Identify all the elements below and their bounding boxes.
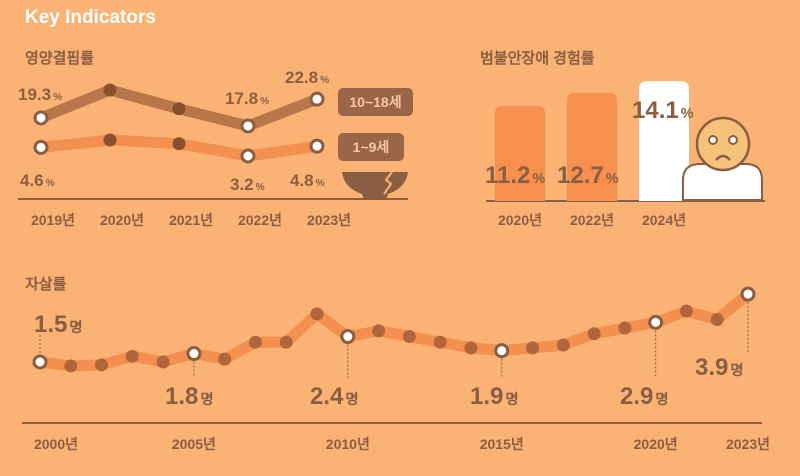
x-tick-label: 2021년 [169, 212, 213, 228]
data-point-labeled [648, 314, 664, 330]
data-point [587, 327, 601, 341]
series-line [39, 289, 752, 372]
data-point-labeled [186, 346, 202, 362]
malnutrition-chart-title: 영양결핍률 [25, 50, 95, 67]
value-label: 2.4 명 [310, 383, 359, 410]
data-point [556, 338, 570, 352]
value-label: 22.8% [285, 68, 329, 87]
x-tick-label: 2000년 [34, 436, 78, 452]
value-label: 1.8 명 [165, 383, 214, 410]
x-tick-label: 2024년 [642, 212, 686, 228]
sad-person-icon [682, 116, 763, 201]
bar [639, 81, 689, 201]
data-point-labeled [33, 139, 49, 155]
value-label: 19.3% [18, 85, 62, 104]
x-tick-label: 2019년 [31, 212, 75, 228]
data-point [172, 102, 186, 116]
value-label: 2.9 명 [620, 383, 669, 410]
data-point-labeled [340, 329, 356, 345]
data-point-labeled [309, 91, 325, 107]
x-tick-label: 2020년 [634, 436, 678, 452]
data-point [64, 359, 78, 373]
data-point [372, 324, 386, 338]
value-label: 14.1% [632, 97, 694, 124]
data-point [526, 341, 540, 355]
eye [728, 135, 738, 145]
bowl-shape [342, 172, 408, 200]
data-point [156, 355, 170, 369]
data-point [218, 352, 232, 366]
data-point [95, 358, 109, 372]
frown [715, 154, 731, 161]
x-tick-label: 2023년 [307, 212, 351, 228]
data-point [103, 83, 117, 97]
face-shape [695, 116, 751, 172]
data-point [464, 341, 478, 355]
x-tick-label: 2020년 [100, 212, 144, 228]
eye [708, 135, 718, 145]
value-label: 17.8% [225, 89, 269, 108]
legend-label: 10~18세 [349, 94, 401, 110]
body-shape [682, 163, 763, 201]
data-point-labeled [33, 110, 49, 126]
data-point [679, 304, 693, 318]
data-point-labeled [740, 286, 756, 302]
data-point [279, 335, 293, 349]
data-point [125, 349, 139, 363]
data-point [172, 137, 186, 151]
data-point-labeled [240, 148, 256, 164]
x-tick-label: 2023년 [726, 436, 770, 452]
x-tick-label: 2010년 [326, 436, 370, 452]
x-tick-label: 2022년 [570, 212, 614, 228]
value-label: 4.6% [20, 171, 55, 190]
data-point [433, 335, 447, 349]
value-label: 4.8% [290, 171, 325, 190]
value-label: 11.2% [485, 162, 545, 189]
page-title: Key Indicators [25, 7, 156, 28]
legend-badge [338, 88, 413, 116]
data-point [618, 321, 632, 335]
data-point [402, 330, 416, 344]
anxiety-chart-title: 범불안장애 경험률 [480, 50, 595, 67]
data-point [310, 307, 324, 321]
data-point [710, 313, 724, 327]
data-point-labeled [494, 343, 510, 359]
legend-label: 1~9세 [353, 139, 390, 155]
x-tick-label: 2020년 [498, 212, 542, 228]
data-point [103, 133, 117, 147]
bowl-crack [383, 171, 393, 195]
data-point [248, 335, 262, 349]
x-tick-label: 2015년 [480, 436, 524, 452]
data-point-labeled [309, 138, 325, 154]
value-label: 3.9 명 [695, 354, 744, 381]
value-label: 3.2% [230, 175, 265, 194]
bar [567, 93, 617, 201]
value-label: 12.7% [557, 162, 619, 189]
broken-bowl-icon [342, 171, 408, 200]
data-point-labeled [240, 118, 256, 134]
value-label: 1.9 명 [470, 383, 519, 410]
x-tick-label: 2005년 [172, 436, 216, 452]
legend-badge [338, 133, 404, 161]
value-label: 1.5 명 [34, 311, 83, 338]
data-point-labeled [32, 354, 48, 370]
bar [495, 105, 545, 201]
x-tick-label: 2022년 [238, 212, 282, 228]
suicide-chart-title: 자살률 [25, 276, 67, 293]
